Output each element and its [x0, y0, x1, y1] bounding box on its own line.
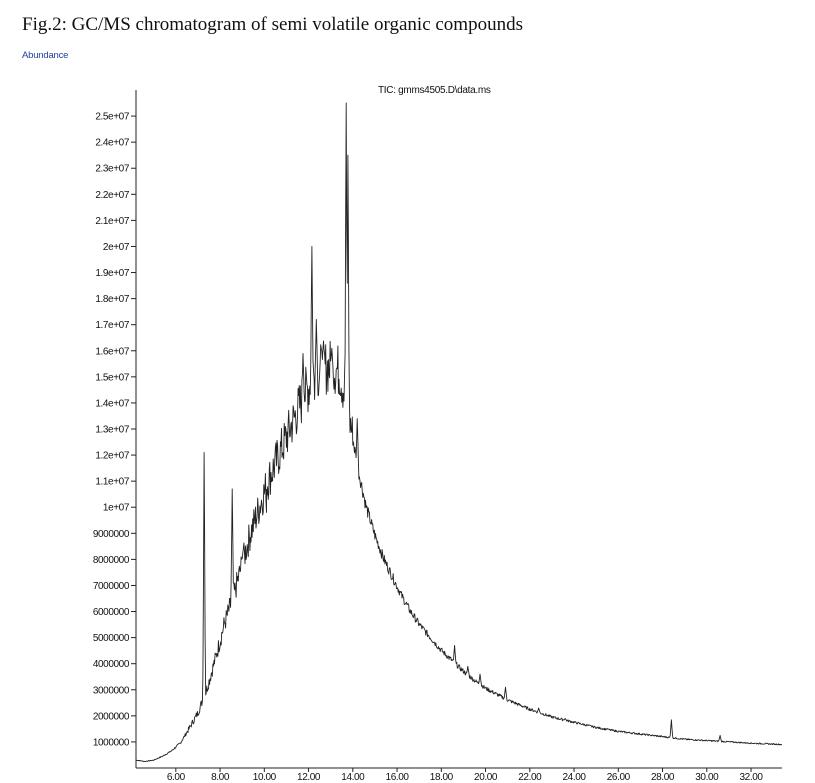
y-tick-label: 2.3e+07	[95, 164, 129, 175]
y-tick-label: 1.7e+07	[95, 320, 129, 331]
y-tick-label: 2.4e+07	[95, 138, 129, 149]
trace-group	[135, 102, 783, 763]
x-tick-label: 6.00	[167, 772, 186, 783]
x-tick-label: 16.00	[386, 772, 410, 783]
y-tick-label: 1.6e+07	[95, 346, 129, 357]
x-tick-label: 22.00	[518, 772, 542, 783]
y-tick-label: 1.1e+07	[95, 477, 129, 488]
y-tick-label: 1.5e+07	[95, 372, 129, 383]
x-tick-label: 24.00	[563, 772, 587, 783]
trace-title: TIC: gmms4505.D\data.ms	[378, 85, 491, 96]
y-tick-label: 2e+07	[103, 242, 130, 253]
y-axis-label: Abundance	[22, 50, 69, 61]
y-tick-label: 1e+07	[103, 503, 130, 514]
x-tick-label: 28.00	[651, 772, 675, 783]
y-tick-label: 1000000	[93, 737, 130, 748]
y-tick-label: 5000000	[93, 633, 130, 644]
y-tick-label: 3000000	[93, 685, 130, 696]
y-tick-label: 1.2e+07	[95, 451, 129, 462]
y-tick-label: 9000000	[93, 529, 130, 540]
y-tick-label: 7000000	[93, 581, 130, 592]
y-tick-label: 4000000	[93, 659, 130, 670]
y-tick-label: 8000000	[93, 555, 130, 566]
y-axis-ticks: 1000000 2000000 3000000 4000000 5000000 60000…	[93, 112, 136, 748]
x-tick-label: 10.00	[253, 772, 277, 783]
x-tick-label: 32.00	[740, 772, 764, 783]
x-tick-label: 30.00	[695, 772, 719, 783]
y-tick-label: 2.2e+07	[95, 190, 129, 201]
tic-trace-line	[135, 102, 783, 763]
y-tick-label: 1.3e+07	[95, 425, 129, 436]
x-tick-label: 14.00	[341, 772, 365, 783]
x-tick-label: 8.00	[211, 772, 230, 783]
x-tick-label: 18.00	[430, 772, 454, 783]
y-tick-label: 1.4e+07	[95, 398, 129, 409]
x-tick-label: 12.00	[297, 772, 321, 783]
x-tick-label: 26.00	[607, 772, 631, 783]
y-tick-label: 6000000	[93, 607, 130, 618]
x-tick-label: 20.00	[474, 772, 498, 783]
x-axis-ticks: 6.00 8.00 10.00 12.00 14.00 16.00 18.00 20.00 22…	[167, 768, 764, 783]
y-tick-label: 2.1e+07	[95, 216, 129, 227]
y-tick-label: 2.5e+07	[95, 112, 129, 123]
figure-caption: Fig.2: GC/MS chromatogram of semi volati…	[22, 14, 523, 35]
y-tick-label: 2000000	[93, 711, 130, 722]
y-tick-label: 1.9e+07	[95, 268, 129, 279]
y-tick-label: 1.8e+07	[95, 294, 129, 305]
